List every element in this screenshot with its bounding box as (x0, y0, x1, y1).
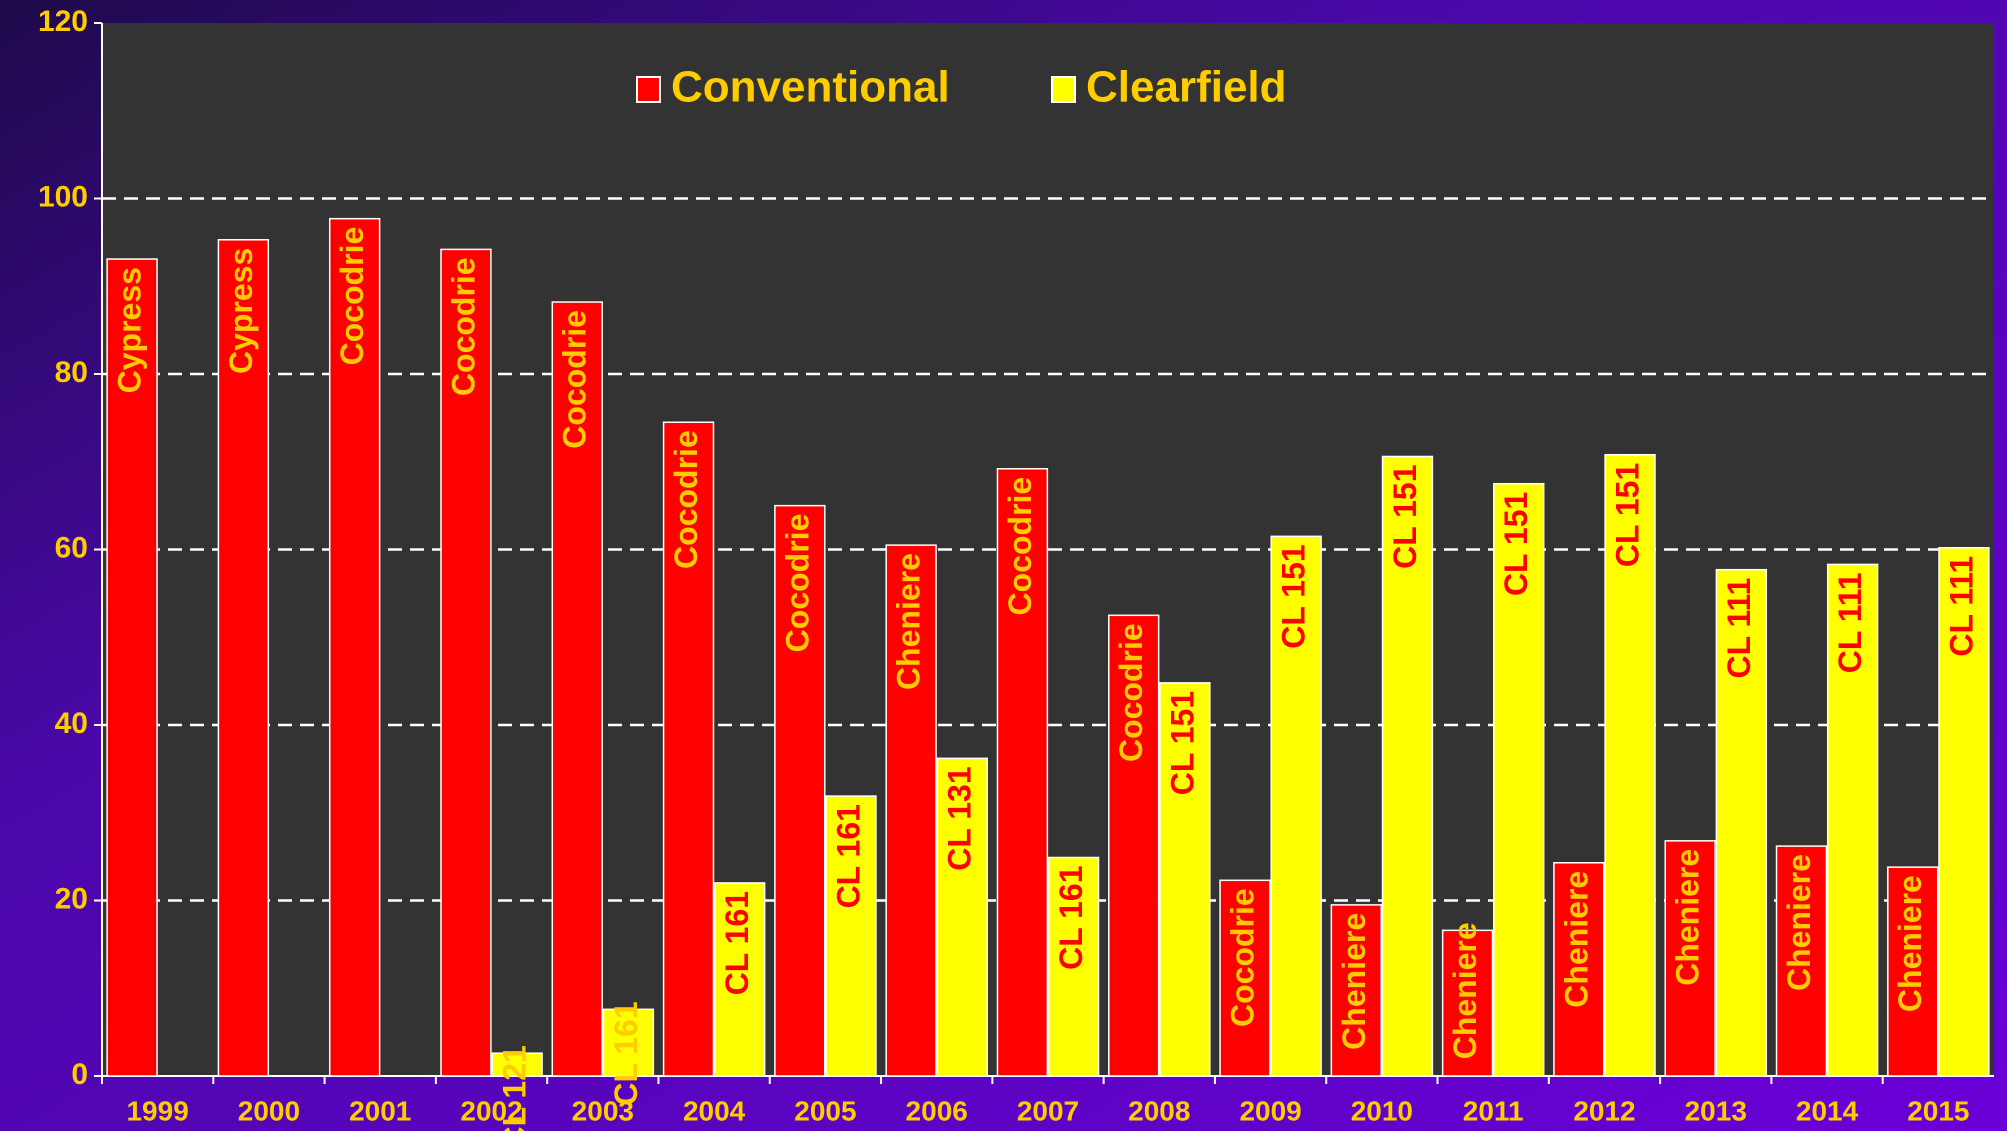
x-tick-label: 2000 (238, 1095, 300, 1126)
bar-label: CL 131 (942, 766, 978, 870)
x-tick-label: 2004 (683, 1095, 746, 1126)
bar (1887, 866, 1939, 1077)
bar (885, 544, 937, 1077)
bar-label: CL 161 (830, 804, 866, 908)
bar (1441, 929, 1494, 1077)
x-tick-label: 2010 (1351, 1095, 1413, 1126)
x-tick-label: 2014 (1796, 1095, 1859, 1126)
bar-label: Cheniere (1781, 854, 1817, 991)
bar (491, 1052, 543, 1077)
x-tick-label: 2002 (460, 1095, 522, 1126)
x-tick-label: 2015 (1907, 1095, 1969, 1126)
x-tick-label: 1999 (126, 1095, 188, 1126)
bar (1553, 862, 1605, 1077)
bar (1047, 856, 1100, 1077)
bar (1159, 682, 1211, 1077)
x-tick-label: 2006 (906, 1095, 968, 1126)
bar (936, 757, 988, 1077)
x-tick-label: 2001 (349, 1095, 411, 1126)
bar (217, 238, 270, 1077)
bar-label: Cocodrie (1113, 623, 1149, 762)
bar (1270, 535, 1322, 1077)
bar-label: Cheniere (1892, 875, 1928, 1012)
x-tick-label: 2012 (1573, 1095, 1635, 1126)
bar-label: Cheniere (891, 553, 927, 690)
legend-swatch (1051, 76, 1076, 103)
x-tick-label: 2011 (1463, 1095, 1524, 1126)
bar (106, 258, 158, 1077)
legend-label: Conventional (671, 63, 950, 112)
bar (996, 468, 1049, 1077)
bar (1493, 482, 1545, 1077)
bar (1938, 546, 1990, 1077)
bar-label: CL 151 (1276, 544, 1312, 648)
bar-label: CL 161 (608, 1001, 644, 1105)
y-tick-label: 60 (55, 531, 88, 564)
bar-label: CL 151 (1164, 691, 1200, 795)
bar (1219, 879, 1271, 1077)
bar-label: CL 151 (1387, 464, 1423, 568)
bar-label: CL 111 (1943, 556, 1979, 657)
bar-label: CL 161 (1053, 866, 1089, 970)
bar (1381, 455, 1434, 1077)
bar (440, 248, 492, 1077)
bar-label: Cheniere (1558, 871, 1594, 1008)
bar-label: CL 151 (1498, 492, 1534, 596)
x-tick-label: 2005 (794, 1095, 856, 1126)
bar-label: Cypress (223, 248, 259, 374)
bar-label: Cocodrie (557, 310, 593, 449)
bar (1826, 563, 1879, 1077)
y-tick-label: 80 (55, 356, 88, 389)
bar-label: Cheniere (1447, 922, 1483, 1059)
x-tick-label: 2008 (1128, 1095, 1190, 1126)
bar-label: Cocodrie (445, 257, 481, 396)
bar (1715, 568, 1768, 1077)
y-tick-label: 0 (71, 1058, 88, 1091)
bar-label: Cypress (112, 267, 148, 393)
bar (1604, 453, 1656, 1077)
bar-label: Cocodrie (1224, 888, 1260, 1027)
bar (1330, 904, 1382, 1077)
y-tick-label: 120 (38, 5, 88, 38)
legend-label: Clearfield (1086, 63, 1287, 112)
bar (714, 882, 766, 1077)
x-tick-label: 2007 (1017, 1095, 1079, 1126)
legend-swatch (636, 76, 661, 103)
bar-label: Cheniere (1336, 913, 1372, 1050)
bar-label: Cheniere (1670, 849, 1706, 986)
bar (1108, 614, 1160, 1077)
bar (551, 301, 603, 1077)
bar-label: Cocodrie (1002, 477, 1038, 616)
bar (774, 504, 826, 1077)
x-tick-label: 2009 (1239, 1095, 1301, 1126)
bar-label: CL 111 (1721, 578, 1757, 679)
bar-label: CL 121 (497, 1045, 533, 1131)
bar-label: CL 161 (719, 891, 755, 995)
bar-label: CL 111 (1832, 572, 1868, 673)
bar-label: Cocodrie (779, 514, 815, 653)
bar (662, 421, 715, 1077)
y-tick-label: 100 (38, 180, 88, 213)
y-tick-label: 20 (55, 882, 88, 915)
bar (1775, 845, 1828, 1077)
bar (1664, 840, 1716, 1077)
bar-label: Cocodrie (668, 430, 704, 569)
x-tick-label: 2013 (1685, 1095, 1747, 1126)
bar (825, 795, 877, 1077)
x-tick-label: 2003 (572, 1095, 634, 1126)
bar (602, 1008, 655, 1077)
bar (328, 217, 381, 1077)
bar-label: CL 151 (1610, 463, 1646, 567)
bar-label: Cocodrie (334, 227, 370, 366)
y-tick-label: 40 (55, 707, 88, 740)
